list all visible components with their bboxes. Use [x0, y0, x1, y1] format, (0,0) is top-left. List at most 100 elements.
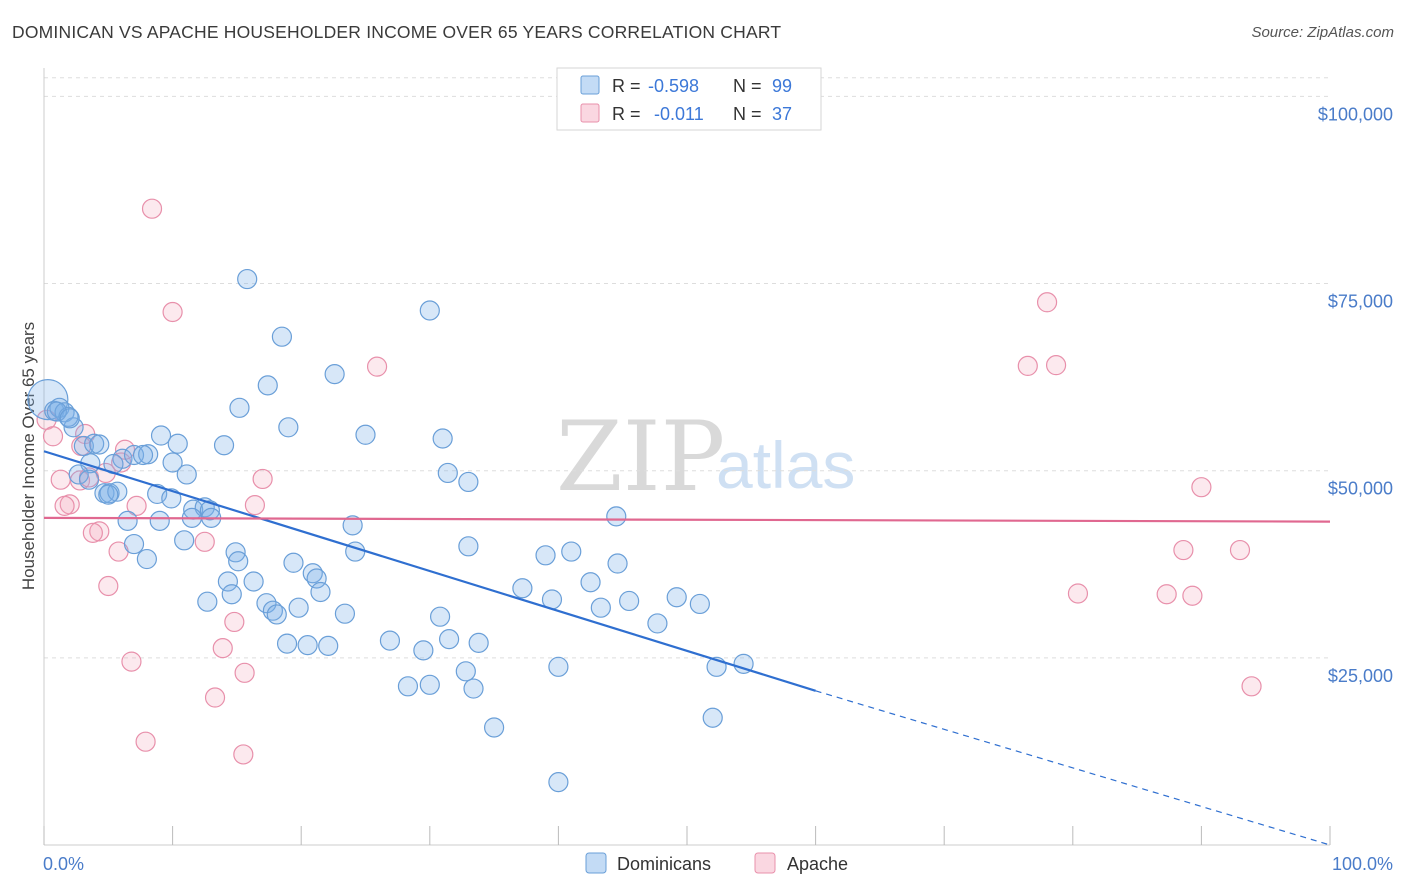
data-point	[121, 651, 142, 672]
data-point	[252, 468, 273, 490]
data-point	[1156, 584, 1177, 605]
data-point	[379, 630, 401, 651]
data-point	[50, 469, 71, 490]
data-point	[162, 301, 183, 323]
data-point	[123, 533, 145, 555]
data-point	[1017, 355, 1038, 377]
data-point	[243, 571, 264, 592]
data-point	[1191, 477, 1212, 498]
data-point	[1229, 539, 1251, 561]
legend-n-label: N =	[733, 104, 762, 124]
data-point	[42, 426, 64, 447]
data-point	[99, 483, 120, 504]
data-point	[174, 530, 195, 551]
data-point	[82, 522, 103, 543]
apache-series	[36, 198, 1262, 765]
legend-r-label: R =	[612, 104, 641, 124]
data-point	[468, 632, 489, 653]
data-point	[413, 640, 434, 661]
data-point	[419, 674, 440, 695]
data-point	[149, 510, 170, 531]
data-point	[98, 575, 119, 597]
data-point	[135, 731, 156, 752]
data-point	[607, 553, 628, 574]
data-point	[257, 375, 278, 396]
data-point	[324, 364, 345, 385]
legend-n-label: N =	[733, 76, 762, 96]
data-point	[548, 656, 569, 677]
data-point	[733, 653, 754, 674]
data-point	[535, 545, 556, 566]
data-point	[54, 495, 75, 516]
data-point	[580, 572, 601, 593]
data-point	[194, 531, 215, 552]
data-point	[606, 506, 627, 527]
watermark-zip: ZIP	[556, 401, 725, 513]
data-point	[58, 406, 79, 427]
data-point	[561, 541, 582, 562]
data-point	[1045, 355, 1067, 376]
trend-lines	[43, 450, 1331, 846]
data-point	[237, 268, 258, 290]
apache-trend-line	[43, 516, 1331, 523]
data-point	[458, 536, 479, 557]
data-point	[429, 606, 451, 627]
data-point	[27, 378, 69, 421]
data-point	[1182, 585, 1203, 606]
source-credit: Source: ZipAtlas.com	[1251, 24, 1394, 41]
data-point	[1067, 583, 1089, 604]
dominicans-series	[27, 268, 754, 793]
data-point	[244, 495, 266, 516]
data-point	[89, 434, 110, 455]
legend-r-value: -0.598	[648, 76, 699, 96]
dominicans-trend-extension	[815, 690, 1331, 846]
data-point	[213, 435, 235, 456]
y-tick-label: $100,000	[1318, 104, 1393, 124]
data-point	[512, 578, 533, 599]
data-point	[262, 600, 284, 621]
data-point	[342, 515, 363, 536]
data-point	[310, 581, 331, 603]
dominicans-trend-line	[43, 450, 816, 692]
data-point	[229, 397, 250, 418]
data-point	[199, 500, 220, 521]
legend-box: R = -0.598 N = 99 R = -0.011 N = 37	[556, 67, 822, 131]
data-point	[132, 444, 154, 466]
data-point	[117, 510, 138, 531]
data-point	[689, 593, 710, 615]
data-point	[271, 326, 293, 347]
data-point	[1173, 539, 1194, 561]
data-point	[89, 521, 110, 542]
y-tick-label: $75,000	[1328, 292, 1393, 312]
y-axis-label: Householder Income Over 65 years	[19, 322, 38, 590]
data-point	[161, 488, 182, 509]
legend-swatch-dominicans	[580, 75, 600, 95]
data-point	[59, 408, 80, 429]
data-point	[590, 597, 611, 618]
data-point	[138, 444, 159, 465]
legend-r-label: R =	[612, 76, 641, 96]
data-point	[150, 425, 172, 446]
data-point	[355, 424, 376, 445]
data-point	[136, 548, 157, 570]
y-axis-tick-labels: $25,000 $50,000 $75,000 $100,000	[1318, 104, 1393, 685]
data-point	[224, 611, 245, 633]
x-axis-ticks	[43, 826, 1331, 845]
watermark-atlas: atlas	[716, 428, 855, 502]
data-point	[438, 629, 460, 650]
bottom-legend-dominicans: Dominicans	[617, 854, 711, 874]
data-point	[1036, 292, 1058, 313]
data-point	[306, 568, 327, 589]
data-point	[234, 662, 255, 683]
data-point	[437, 462, 458, 484]
data-point	[334, 603, 356, 624]
data-point	[167, 433, 188, 454]
bottom-legend-apache: Apache	[787, 854, 848, 874]
data-point	[548, 772, 569, 793]
bottom-legend: Dominicans Apache	[585, 852, 848, 874]
legend-n-value: 99	[772, 76, 792, 96]
legend-n-value: 37	[772, 104, 792, 124]
data-point	[318, 635, 339, 656]
data-point	[619, 590, 640, 612]
